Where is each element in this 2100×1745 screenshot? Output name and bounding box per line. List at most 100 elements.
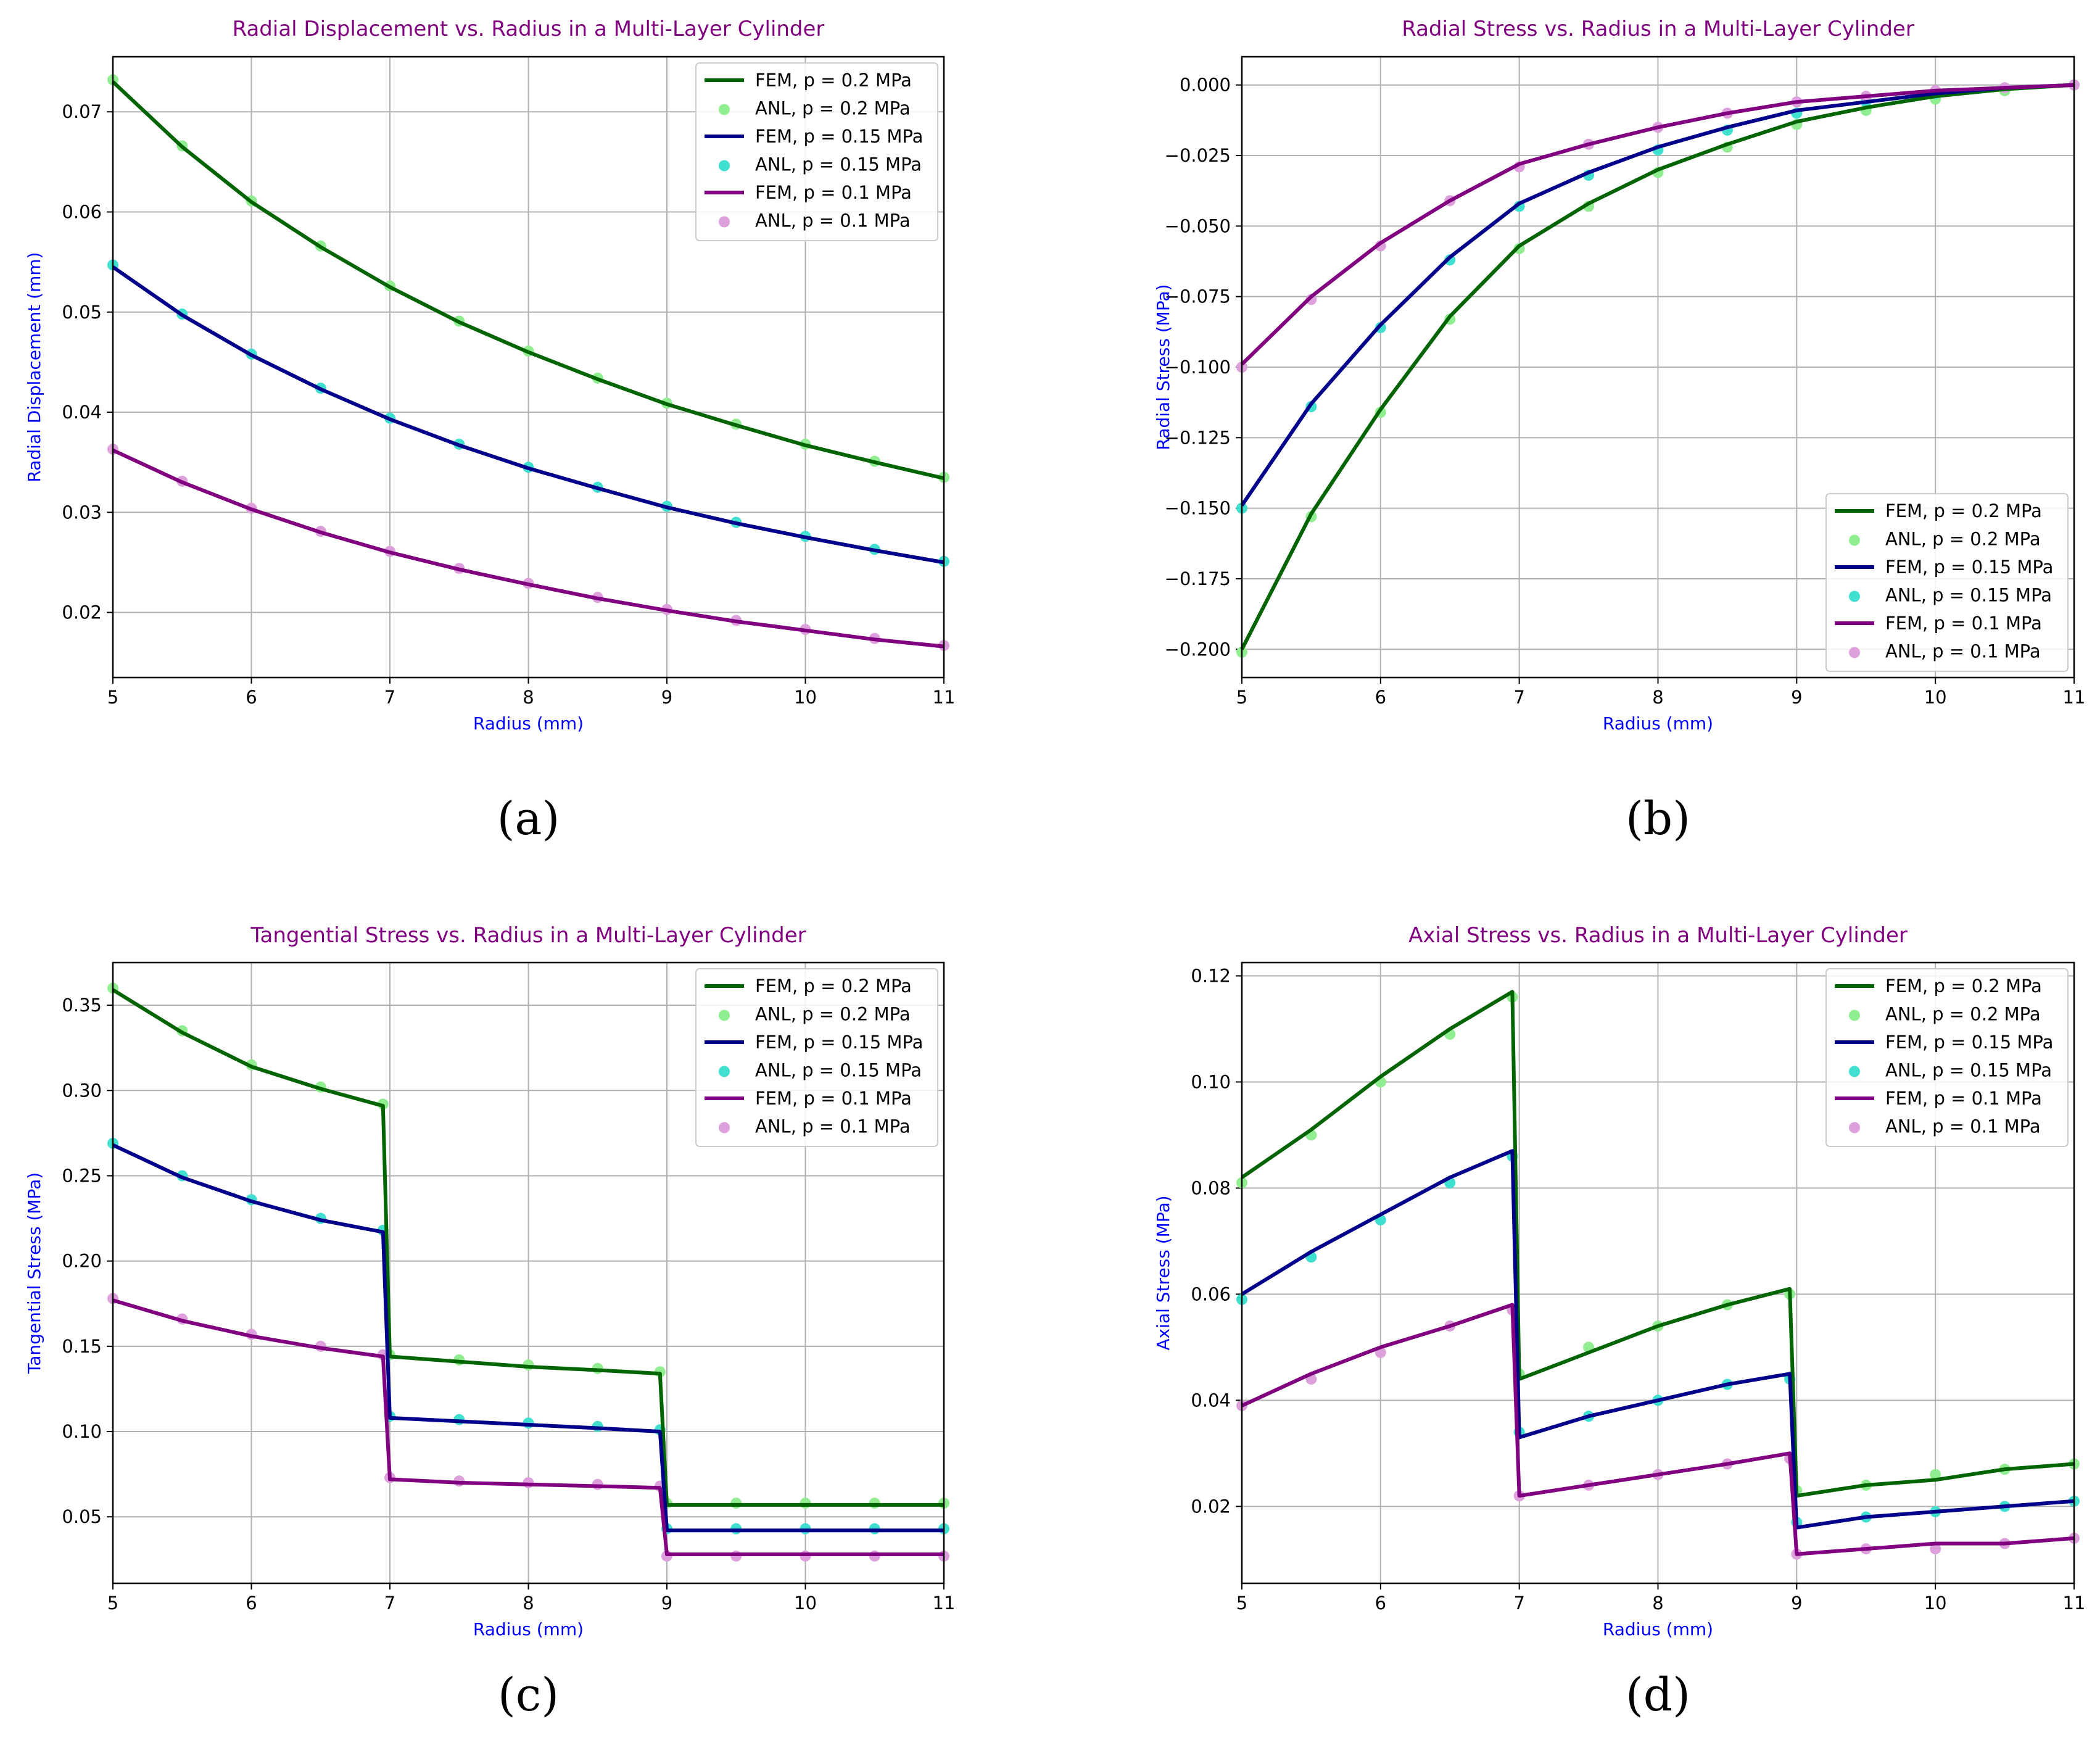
y-tick-label: 0.08 bbox=[1191, 1177, 1231, 1198]
x-tick-label: 6 bbox=[1375, 1593, 1386, 1614]
legend-marker-swatch bbox=[719, 1122, 730, 1134]
series-line bbox=[1241, 1149, 2075, 1530]
legend-entry-label: FEM, p = 0.1 MPa bbox=[1885, 613, 2042, 634]
series-line bbox=[1240, 83, 2075, 650]
series-line bbox=[112, 988, 944, 1507]
chart-title: Radial Displacement vs. Radius in a Mult… bbox=[233, 17, 825, 41]
x-tick-label: 11 bbox=[933, 1593, 956, 1614]
y-tick-label: 0.05 bbox=[62, 302, 102, 323]
legend: FEM, p = 0.2 MPa ANL, p = 0.2 MPa FEM, p =… bbox=[1825, 493, 2069, 672]
legend-box bbox=[695, 62, 938, 241]
y-tick-label: 0.03 bbox=[62, 502, 102, 523]
legend-entry-label: FEM, p = 0.15 MPa bbox=[755, 126, 923, 147]
data-point bbox=[1930, 1469, 1941, 1480]
series-line bbox=[1240, 83, 2075, 507]
y-tick-label: 0.10 bbox=[62, 1421, 102, 1442]
series-line bbox=[111, 80, 945, 481]
y-tick-label: −0.175 bbox=[1165, 568, 1231, 589]
legend-entry-label: ANL, p = 0.2 MPa bbox=[755, 1004, 911, 1025]
series-line bbox=[1241, 1303, 2075, 1556]
x-tick-label: 9 bbox=[661, 1593, 672, 1614]
legend-entry-label: FEM, p = 0.2 MPa bbox=[1885, 976, 2042, 997]
legend-entry-label: FEM, p = 0.15 MPa bbox=[1885, 1032, 2053, 1053]
data-point bbox=[1930, 1543, 1941, 1555]
x-tick-label: 6 bbox=[1375, 687, 1386, 708]
y-tick-label: 0.04 bbox=[1191, 1390, 1231, 1411]
x-tick-label: 6 bbox=[246, 1593, 257, 1614]
x-tick-label: 8 bbox=[523, 1593, 534, 1614]
y-tick-label: −0.200 bbox=[1165, 639, 1231, 660]
x-tick-label: 10 bbox=[794, 1593, 817, 1614]
legend-entry-label: FEM, p = 0.1 MPa bbox=[755, 1088, 912, 1109]
panel-caption: (a) bbox=[497, 792, 560, 845]
legend-entry-label: ANL, p = 0.15 MPa bbox=[755, 1060, 922, 1081]
legend-entry-label: FEM, p = 0.1 MPa bbox=[1885, 1088, 2042, 1109]
legend-entry-label: FEM, p = 0.2 MPa bbox=[755, 976, 912, 997]
axes-frame bbox=[112, 961, 945, 1585]
series-line bbox=[1241, 990, 2075, 1498]
panel-d: 5 6 7 8 9 10 11 0.02 0.04 0.06 0.08 0.10 0.12 Axial S… bbox=[1153, 923, 2085, 1722]
legend-entry-label: ANL, p = 0.2 MPa bbox=[755, 98, 911, 119]
legend-entry-label: FEM, p = 0.15 MPa bbox=[1885, 557, 2053, 578]
legend-box bbox=[1825, 493, 2069, 672]
x-tick-label: 9 bbox=[1791, 687, 1802, 708]
y-tick-label: 0.02 bbox=[62, 602, 102, 623]
legend-marker-swatch bbox=[719, 160, 730, 172]
x-tick-label: 7 bbox=[1513, 1593, 1524, 1614]
y-tick-label: 0.10 bbox=[1191, 1071, 1231, 1092]
x-tick-label: 7 bbox=[384, 687, 395, 708]
series-line bbox=[112, 265, 945, 565]
x-tick-label: 8 bbox=[1652, 1593, 1663, 1614]
series-line bbox=[112, 1143, 944, 1533]
x-axis-label: Radius (mm) bbox=[473, 713, 584, 734]
legend-marker-swatch bbox=[719, 104, 730, 115]
y-tick-label: 0.25 bbox=[62, 1165, 102, 1186]
x-tick-label: 9 bbox=[1791, 1593, 1802, 1614]
axes-frame bbox=[112, 56, 945, 679]
series-line bbox=[112, 1298, 944, 1556]
legend: FEM, p = 0.2 MPa ANL, p = 0.2 MPa FEM, p =… bbox=[695, 968, 938, 1147]
y-tick-label: −0.025 bbox=[1165, 145, 1231, 166]
x-tick-label: 11 bbox=[2063, 687, 2086, 708]
series-line bbox=[112, 265, 945, 565]
axes-frame bbox=[1241, 961, 2075, 1585]
legend-entry-label: ANL, p = 0.1 MPa bbox=[1885, 641, 2041, 662]
y-tick-label: −0.100 bbox=[1165, 357, 1231, 378]
series-line bbox=[1241, 1149, 2075, 1530]
x-tick-label: 7 bbox=[1513, 687, 1524, 708]
y-axis-label: Tangential Stress (MPa) bbox=[24, 1172, 44, 1374]
chart-title: Axial Stress vs. Radius in a Multi-Layer… bbox=[1408, 923, 1908, 948]
panel-caption: (d) bbox=[1626, 1668, 1690, 1722]
legend-entry-label: FEM, p = 0.1 MPa bbox=[755, 182, 912, 203]
series-line bbox=[1240, 83, 2075, 650]
legend-box bbox=[695, 968, 938, 1147]
x-axis-label: Radius (mm) bbox=[1603, 1619, 1713, 1639]
legend-entry-label: ANL, p = 0.1 MPa bbox=[755, 1116, 911, 1137]
x-tick-label: 5 bbox=[107, 687, 118, 708]
y-tick-label: 0.07 bbox=[62, 101, 102, 122]
legend-entry-label: ANL, p = 0.15 MPa bbox=[755, 154, 922, 175]
series-line bbox=[1241, 1303, 2075, 1556]
legend-entry-label: ANL, p = 0.2 MPa bbox=[1885, 1004, 2041, 1025]
x-tick-label: 5 bbox=[1236, 687, 1247, 708]
legend-marker-swatch bbox=[719, 1066, 730, 1077]
x-tick-label: 11 bbox=[933, 687, 956, 708]
grid bbox=[1241, 57, 2075, 678]
series-line bbox=[112, 1143, 944, 1533]
series-line bbox=[1240, 83, 2075, 366]
legend-marker-swatch bbox=[1849, 647, 1860, 658]
x-tick-label: 9 bbox=[661, 687, 672, 708]
y-tick-label: 0.06 bbox=[62, 202, 102, 223]
legend-entry-label: ANL, p = 0.1 MPa bbox=[755, 210, 911, 231]
legend-entry-label: ANL, p = 0.1 MPa bbox=[1885, 1116, 2041, 1137]
legend: FEM, p = 0.2 MPa ANL, p = 0.2 MPa FEM, p =… bbox=[1825, 968, 2069, 1147]
legend: FEM, p = 0.2 MPa ANL, p = 0.2 MPa FEM, p =… bbox=[695, 62, 938, 241]
x-tick-label: 8 bbox=[523, 687, 534, 708]
x-tick-label: 5 bbox=[107, 1593, 118, 1614]
series-line bbox=[112, 988, 944, 1507]
x-tick-label: 7 bbox=[384, 1593, 395, 1614]
series-line bbox=[111, 80, 945, 481]
x-axis-label: Radius (mm) bbox=[1603, 713, 1713, 734]
y-axis-label: Radial Displacement (mm) bbox=[24, 252, 44, 482]
